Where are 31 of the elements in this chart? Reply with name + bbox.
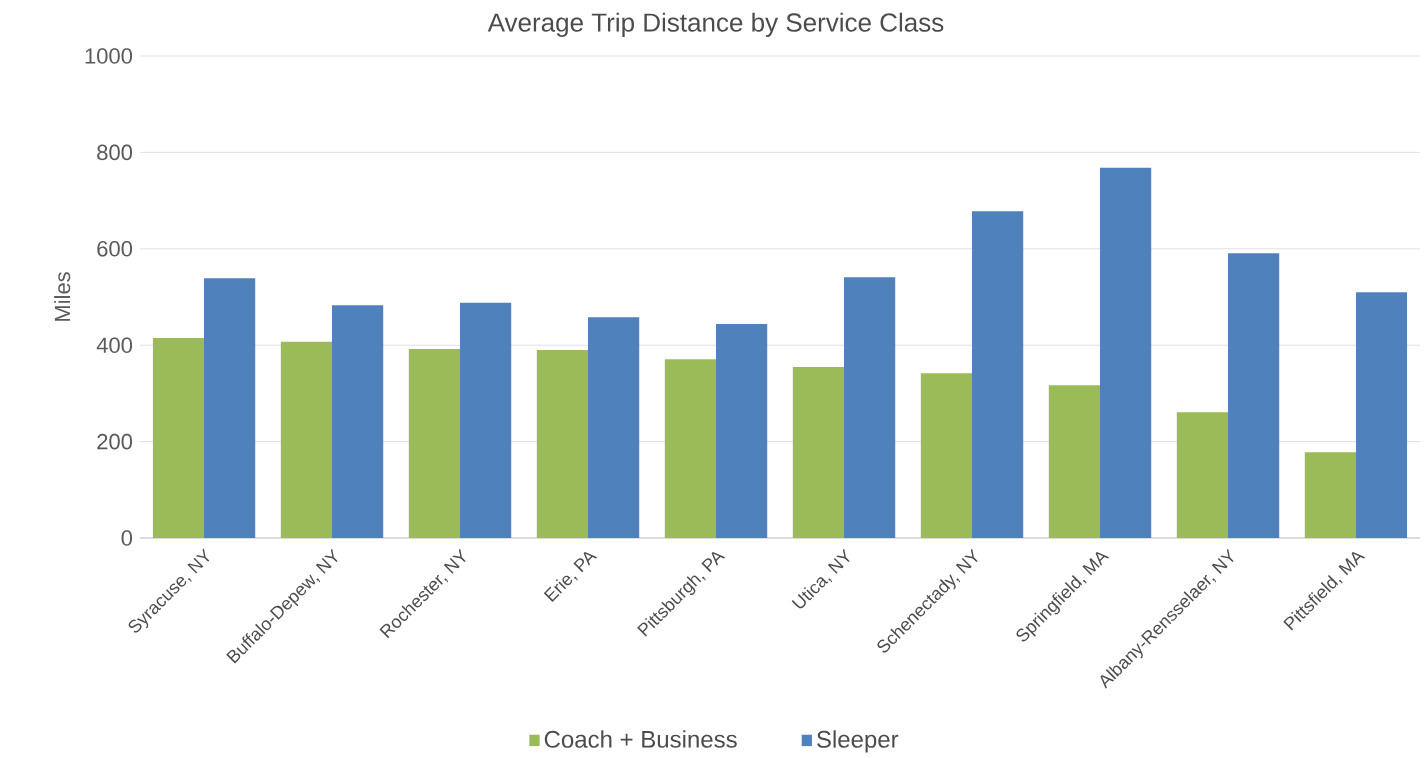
y-tick-label: 1000: [85, 48, 133, 64]
bar: [536, 350, 589, 538]
bar: [1304, 452, 1357, 538]
bar: [920, 373, 973, 538]
bar: [280, 341, 333, 538]
bar: [588, 317, 640, 538]
bar: [972, 211, 1024, 538]
bar: [792, 366, 845, 538]
bar: [1176, 412, 1229, 538]
bar: [204, 278, 256, 538]
bar: [460, 302, 512, 538]
legend-label: Sleeper: [817, 730, 899, 753]
y-tick-label: 600: [97, 241, 133, 257]
y-tick-label: 800: [97, 144, 133, 161]
x-tick-label: Erie, PA: [543, 551, 598, 602]
y-axis-title: Miles: [54, 272, 71, 321]
bar: [152, 337, 205, 538]
y-tick-label: 0: [121, 530, 133, 546]
bar: [1228, 253, 1280, 538]
bar: [1356, 292, 1408, 538]
bar: [1100, 167, 1152, 538]
bar: [408, 349, 461, 538]
legend-label: Coach + Business: [544, 730, 737, 748]
bar: [1048, 385, 1101, 538]
y-tick-label: 400: [96, 337, 133, 353]
chart-title: Average Trip Distance by Service Class: [487, 12, 944, 37]
bar: [844, 277, 896, 538]
bar: [716, 323, 768, 538]
y-tick-label: 200: [97, 433, 133, 450]
bar: [332, 305, 384, 538]
bar: [664, 359, 717, 538]
